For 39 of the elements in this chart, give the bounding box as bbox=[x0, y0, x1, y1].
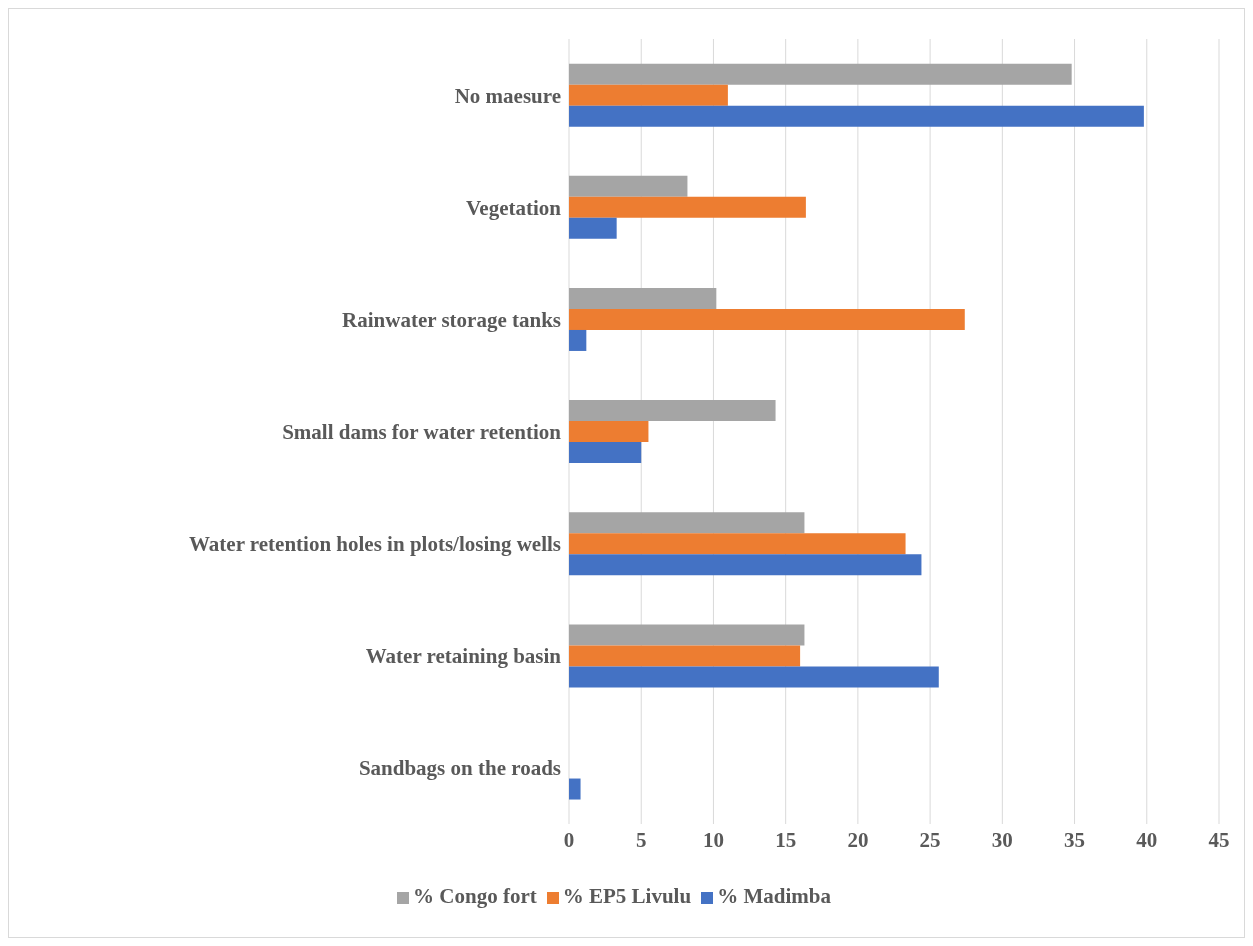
y-tick-label: Vegetation bbox=[466, 195, 562, 220]
bar bbox=[569, 400, 776, 422]
bar bbox=[569, 533, 906, 555]
bar bbox=[569, 329, 587, 351]
y-tick-label: Water retention holes in plots/losing wells bbox=[189, 532, 561, 557]
y-tick-label: No maesure bbox=[454, 83, 561, 108]
x-tick-label: 15 bbox=[775, 827, 797, 852]
x-tick-label: 40 bbox=[1136, 827, 1158, 852]
bar bbox=[569, 512, 805, 534]
bar bbox=[569, 554, 922, 576]
x-tick-label: 35 bbox=[1064, 827, 1086, 852]
legend-label: % Madimba bbox=[717, 884, 831, 908]
legend-label: % Congo fort bbox=[413, 884, 537, 908]
bar bbox=[569, 84, 728, 106]
bar bbox=[569, 287, 717, 309]
y-tick-label: Small dams for water retention bbox=[282, 419, 562, 444]
x-tick-label: 30 bbox=[991, 827, 1013, 852]
x-tick-label: 20 bbox=[847, 827, 869, 852]
bar bbox=[569, 645, 801, 667]
legend-label: % EP5 Livulu bbox=[562, 884, 692, 908]
bar bbox=[569, 63, 1072, 85]
x-tick-label: 45 bbox=[1208, 827, 1230, 852]
x-tick-label: 5 bbox=[635, 827, 647, 852]
y-tick-label: Rainwater storage tanks bbox=[342, 307, 561, 332]
bar bbox=[569, 421, 649, 443]
bar bbox=[569, 217, 617, 239]
x-tick-label: 25 bbox=[919, 827, 941, 852]
bar bbox=[569, 175, 688, 197]
bar bbox=[569, 196, 806, 218]
bar bbox=[569, 778, 581, 800]
x-tick-label: 10 bbox=[702, 827, 724, 852]
bar bbox=[569, 624, 805, 646]
bar bbox=[569, 666, 939, 688]
y-tick-label: Sandbags on the roads bbox=[358, 756, 561, 781]
bar bbox=[569, 308, 965, 330]
bar bbox=[569, 105, 1144, 127]
bar bbox=[569, 442, 642, 464]
x-tick-label: 0 bbox=[563, 827, 575, 852]
y-tick-label: Water retaining basin bbox=[365, 644, 562, 669]
